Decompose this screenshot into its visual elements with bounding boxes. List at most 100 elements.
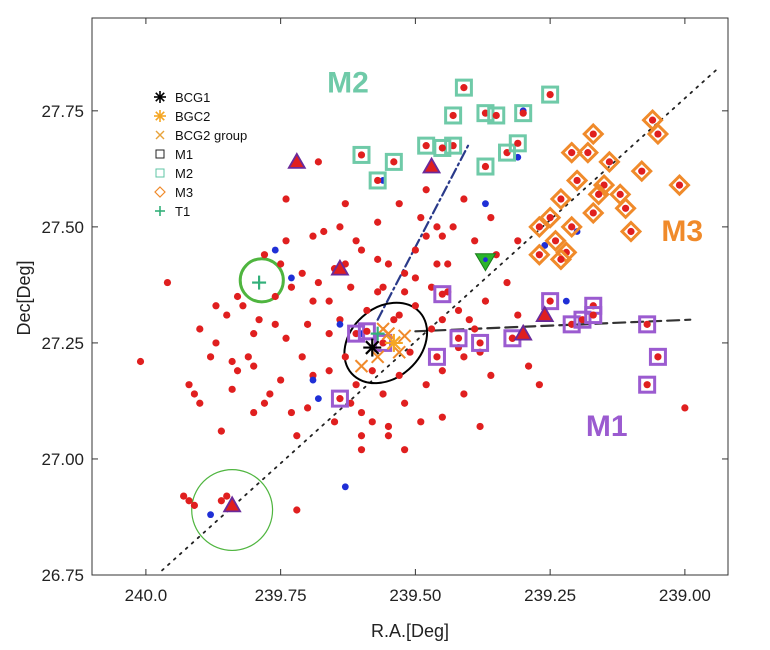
m3-diamond bbox=[582, 201, 605, 225]
m3-diamond bbox=[549, 248, 573, 271]
red-dot bbox=[438, 413, 446, 421]
red-dot bbox=[228, 357, 236, 366]
red-dot bbox=[449, 223, 457, 231]
m3-member-dot bbox=[535, 223, 543, 231]
m2-member-dot bbox=[438, 144, 446, 152]
red-dot bbox=[271, 320, 279, 328]
m3-member-dot bbox=[675, 181, 684, 189]
m3-member-dot bbox=[595, 190, 603, 198]
triangle-marker bbox=[535, 305, 555, 322]
blue-dot bbox=[314, 395, 322, 403]
legend-t1-marker bbox=[155, 206, 165, 216]
red-dot bbox=[303, 320, 312, 328]
m1-member-dot bbox=[433, 353, 441, 361]
red-dot bbox=[444, 260, 452, 268]
legend-bgc2-marker-stroke bbox=[155, 111, 165, 121]
bcg-ellipse bbox=[343, 301, 429, 385]
legend-bcg2-group-marker-stroke bbox=[155, 130, 165, 140]
y-tick-label: 27.50 bbox=[41, 218, 84, 237]
m1-square bbox=[638, 375, 657, 394]
blue-dot bbox=[341, 483, 349, 491]
m1-square bbox=[427, 347, 446, 366]
m3-diamond bbox=[576, 141, 599, 164]
m3-diamond bbox=[646, 122, 670, 146]
red-dot bbox=[196, 325, 204, 333]
m2-square bbox=[444, 136, 463, 155]
bcg2-group-x-stroke bbox=[370, 350, 385, 364]
red-dot bbox=[239, 302, 247, 310]
red-dot bbox=[422, 186, 430, 194]
m3-member-dot bbox=[557, 195, 565, 203]
blue-dot bbox=[514, 153, 522, 161]
legend-m2-label: M2 bbox=[175, 166, 193, 181]
m1-square bbox=[347, 324, 366, 343]
m3-member-dot bbox=[605, 158, 614, 166]
m3-diamond bbox=[560, 215, 583, 238]
m3-diamond bbox=[549, 187, 573, 211]
x-tick-label: 239.50 bbox=[389, 586, 441, 605]
blue-dot bbox=[562, 297, 570, 305]
group-label-m1: M1 bbox=[586, 410, 628, 443]
red-dot bbox=[395, 371, 403, 380]
m1-square bbox=[584, 306, 603, 325]
legend-bgc2-label: BGC2 bbox=[175, 109, 210, 124]
m1-square bbox=[357, 322, 376, 341]
m2-member-dot bbox=[492, 111, 500, 120]
m1-member-dot bbox=[643, 320, 651, 328]
blue-dot bbox=[482, 200, 489, 208]
red-dot bbox=[417, 418, 425, 426]
red-dot bbox=[395, 200, 403, 208]
m1-square bbox=[648, 347, 667, 366]
m2-square bbox=[454, 78, 473, 97]
red-dot bbox=[293, 432, 301, 440]
red-dot bbox=[368, 418, 376, 426]
red-dot bbox=[352, 237, 360, 245]
m2-member-dot bbox=[449, 111, 457, 120]
m2-square bbox=[514, 104, 533, 123]
red-dot bbox=[325, 367, 333, 375]
m2-square bbox=[417, 136, 436, 155]
red-dot bbox=[363, 306, 371, 315]
red-dot bbox=[293, 506, 301, 514]
red-dot bbox=[233, 292, 242, 301]
red-dot bbox=[325, 330, 333, 338]
x-tick-label: 239.25 bbox=[524, 586, 576, 605]
red-dot bbox=[244, 353, 252, 361]
red-dot bbox=[433, 260, 441, 268]
red-dot bbox=[303, 404, 312, 412]
red-dot bbox=[454, 306, 463, 315]
m2-square bbox=[541, 85, 560, 104]
m3-member-dot bbox=[654, 130, 662, 138]
red-dot bbox=[185, 381, 193, 389]
highlight-circle bbox=[238, 257, 285, 304]
red-dot bbox=[223, 311, 231, 319]
group-label-m2: M2 bbox=[327, 66, 369, 99]
red-dot bbox=[374, 288, 382, 296]
legend-m1-marker bbox=[155, 149, 165, 159]
red-dot bbox=[503, 278, 511, 287]
bcg2-group-x bbox=[370, 350, 385, 364]
m3-diamond bbox=[587, 183, 610, 206]
red-dot bbox=[401, 269, 409, 277]
red-dot bbox=[228, 385, 236, 393]
red-dot bbox=[298, 269, 306, 277]
red-dot bbox=[384, 260, 393, 268]
m1-member-dot bbox=[363, 327, 371, 335]
m1-square bbox=[638, 315, 657, 334]
red-dot bbox=[401, 399, 409, 407]
m2-member-dot bbox=[546, 90, 554, 99]
red-dot bbox=[681, 404, 689, 412]
red-dot bbox=[336, 223, 344, 231]
red-dot bbox=[476, 422, 484, 431]
y-tick-label: 26.75 bbox=[41, 566, 84, 585]
triangle-marker bbox=[422, 156, 442, 174]
m1-member-dot bbox=[379, 339, 387, 347]
red-dot bbox=[411, 274, 419, 282]
m3-member-dot bbox=[589, 130, 597, 138]
red-dot bbox=[255, 316, 263, 324]
m3-member-dot bbox=[616, 190, 624, 198]
m1-square bbox=[541, 292, 560, 311]
red-dot bbox=[250, 330, 258, 338]
line-dotted bbox=[161, 68, 719, 572]
red-dot bbox=[487, 371, 495, 380]
